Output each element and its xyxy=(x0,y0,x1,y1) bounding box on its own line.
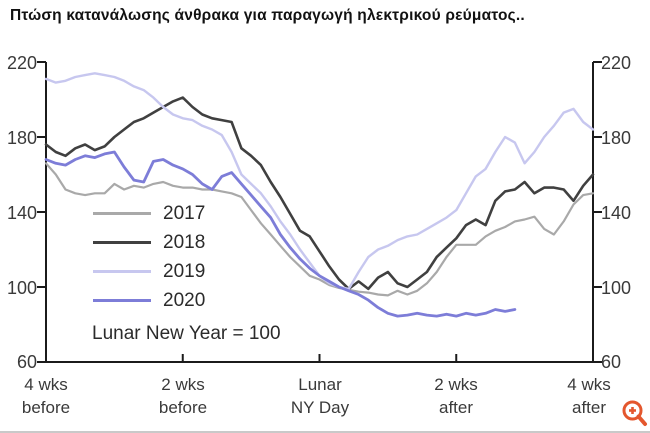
x-tick-label: Lunar NY Day xyxy=(290,375,350,417)
legend-item-2018: 2018 xyxy=(93,228,205,257)
series-line-2020 xyxy=(44,150,517,318)
series-line-2017 xyxy=(44,162,595,297)
legend-swatch-2019 xyxy=(93,270,151,273)
zoom-image-icon[interactable] xyxy=(620,398,648,428)
y-tick-label-right: 140 xyxy=(601,203,632,223)
y-tick-label-left: 100 xyxy=(6,278,37,298)
legend-swatch-2020 xyxy=(93,299,151,302)
legend-swatch-2017 xyxy=(93,212,151,215)
y-tick-label-right: 100 xyxy=(601,278,632,298)
x-tick-label: 2 wks before xyxy=(158,375,208,417)
x-tick-label: 4 wks before xyxy=(21,375,71,417)
x-tick-label: 4 wks after xyxy=(567,375,611,417)
y-tick-label-right: 60 xyxy=(601,352,622,372)
legend-item-2020: 2020 xyxy=(93,286,205,315)
y-tick-label-right: 220 xyxy=(601,53,632,73)
x-tick-label: 2 wks after xyxy=(434,375,478,417)
bottom-divider xyxy=(0,431,650,433)
chart-legend: 2017 2018 2019 2020 xyxy=(93,199,205,315)
index-note: Lunar New Year = 100 xyxy=(92,323,281,344)
legend-swatch-2018 xyxy=(93,241,151,244)
y-tick-label-left: 180 xyxy=(6,128,37,148)
y-tick-label-left: 220 xyxy=(6,53,37,73)
chart-title: Πτώση κατανάλωσης άνθρακα για παραγωγή η… xyxy=(10,7,525,24)
legend-item-2017: 2017 xyxy=(93,199,205,228)
y-tick-label-left: 60 xyxy=(16,352,37,372)
series-line-2018 xyxy=(44,96,595,291)
legend-item-2019: 2019 xyxy=(93,257,205,286)
y-tick-label-right: 180 xyxy=(601,128,632,148)
y-tick-label-left: 140 xyxy=(6,203,37,223)
